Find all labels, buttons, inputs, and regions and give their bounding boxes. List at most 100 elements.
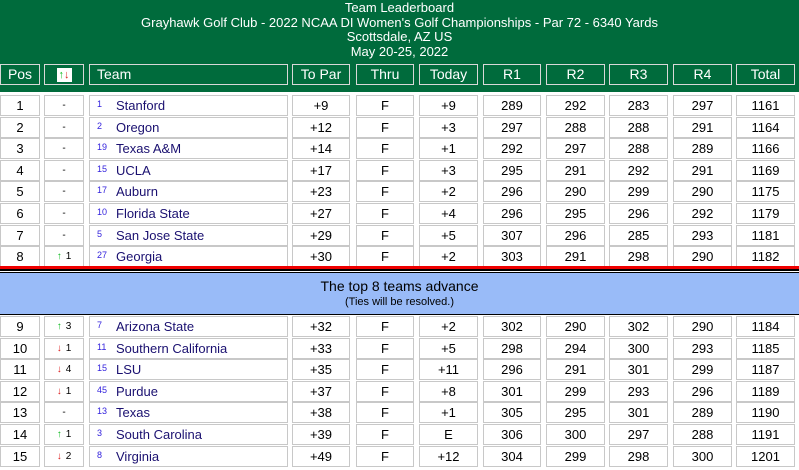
team-cell[interactable]: 17 Auburn [89, 181, 288, 203]
r4-cell: 289 [673, 402, 732, 424]
team-cell[interactable]: 45 Purdue [89, 380, 288, 402]
header-subtitle: Grayhawk Golf Club - 2022 NCAA DI Women'… [141, 14, 658, 30]
total-cell: 1169 [736, 159, 795, 181]
movement-cell: - [44, 402, 84, 424]
today-cell: +12 [419, 445, 478, 467]
team-name-link[interactable]: South Carolina [116, 427, 202, 442]
team-cell[interactable]: 10 Florida State [89, 203, 288, 224]
col-r1[interactable]: R1 [483, 64, 541, 85]
today-cell: +2 [419, 181, 478, 203]
movement-value: - [62, 407, 66, 419]
movement-cell: ↓ 4 [44, 359, 84, 381]
table-row[interactable]: 9 ↑ 3 7 Arizona State +32 F +2 302 290 302 290 118… [0, 316, 799, 337]
col-r2[interactable]: R2 [546, 64, 605, 85]
team-cell[interactable]: 15 LSU [89, 359, 288, 381]
team-name-link[interactable]: Texas A&M [116, 141, 182, 157]
table-row[interactable]: 3 - 19 Texas A&M +14 F +1 292 297 288 289 1166 [0, 138, 799, 160]
today-cell: +2 [419, 246, 478, 268]
today-cell: +5 [419, 337, 478, 359]
arrow-up-icon: ↑ [56, 321, 62, 332]
r3-cell: 288 [609, 138, 668, 160]
team-cell[interactable]: 19 Texas A&M [89, 138, 288, 160]
topar-cell: +35 [292, 359, 350, 381]
r2-cell: 288 [546, 116, 605, 138]
thru-cell: F [356, 181, 414, 203]
pos-cell: 7 [0, 224, 40, 246]
team-name-link[interactable]: LSU [116, 362, 142, 378]
col-today[interactable]: Today [419, 64, 478, 85]
topar-cell: +37 [292, 380, 350, 402]
team-cell[interactable]: 13 Texas [89, 402, 288, 424]
table-row[interactable]: 14 ↑ 1 3 South Carolina +39 F E 306 300 297 288 11… [0, 424, 799, 445]
r2-cell: 295 [546, 402, 605, 424]
col-topar[interactable]: To Par [292, 64, 350, 85]
col-total[interactable]: Total [736, 64, 795, 85]
movement-value: - [62, 164, 66, 176]
col-r4[interactable]: R4 [673, 64, 732, 85]
pos-cell: 4 [0, 159, 40, 181]
r4-cell: 293 [673, 224, 732, 246]
team-cell[interactable]: 3 South Carolina [89, 424, 288, 445]
col-thru[interactable]: Thru [356, 64, 414, 85]
table-row[interactable]: 5 - 17 Auburn +23 F +2 296 290 299 290 1175 [0, 181, 799, 203]
team-name-link[interactable]: UCLA [116, 162, 151, 178]
team-name-link[interactable]: Purdue [116, 383, 158, 399]
table-row[interactable]: 6 - 10 Florida State +27 F +4 296 295 296 292 117… [0, 203, 799, 224]
team-cell[interactable]: 8 Virginia [89, 445, 288, 467]
team-cell[interactable]: 11 Southern California [89, 337, 288, 359]
team-cell[interactable]: 1 Stanford [89, 95, 288, 116]
team-cell[interactable]: 15 UCLA [89, 159, 288, 181]
pos-cell: 2 [0, 116, 40, 138]
r4-cell: 290 [673, 181, 732, 203]
table-row[interactable]: 2 - 2 Oregon +12 F +3 297 288 288 291 1164 [0, 116, 799, 138]
thru-cell: F [356, 424, 414, 445]
team-cell[interactable]: 27 Georgia [89, 246, 288, 268]
team-name-link[interactable]: Auburn [116, 184, 158, 200]
table-row[interactable]: 15 ↓ 2 8 Virginia +49 F +12 304 299 298 300 1201 [0, 445, 799, 467]
team-name-link[interactable]: Southern California [116, 340, 228, 356]
r1-cell: 296 [483, 203, 541, 224]
table-row[interactable]: 10 ↓ 1 11 Southern California +33 F +5 298 294 3… [0, 337, 799, 359]
header-dates: May 20-25, 2022 [350, 43, 449, 59]
col-r3[interactable]: R3 [609, 64, 668, 85]
r4-cell: 291 [673, 159, 732, 181]
r4-cell: 290 [673, 246, 732, 268]
team-cell[interactable]: 7 Arizona State [89, 316, 288, 337]
team-name-link[interactable]: Stanford [116, 98, 166, 113]
team-name-link[interactable]: Arizona State [116, 319, 195, 334]
team-name-link[interactable]: San Jose State [116, 227, 205, 243]
team-name-link[interactable]: Texas [116, 405, 150, 421]
table-row[interactable]: 8 ↑ 1 27 Georgia +30 F +2 303 291 298 290 1182 [0, 246, 799, 268]
col-pos[interactable]: Pos [0, 64, 40, 85]
topar-cell: +39 [292, 424, 350, 445]
movement-cell: - [44, 203, 84, 224]
table-row[interactable]: 1 - 1 Stanford +9 F +9 289 292 283 297 1161 [0, 95, 799, 116]
col-movement[interactable]: ↑↓ [44, 64, 84, 85]
r3-cell: 292 [609, 159, 668, 181]
seed: 3 [97, 428, 103, 438]
thru-cell: F [356, 337, 414, 359]
today-cell: +3 [419, 116, 478, 138]
table-row[interactable]: 12 ↓ 1 45 Purdue +37 F +8 301 299 293 296 1189 [0, 380, 799, 402]
col-team[interactable]: Team [89, 64, 288, 85]
seed: 45 [97, 384, 108, 395]
total-cell: 1187 [736, 359, 795, 381]
thru-cell: F [356, 95, 414, 116]
team-name-link[interactable]: Georgia [116, 249, 163, 265]
seed: 5 [97, 228, 103, 239]
table-row[interactable]: 13 - 13 Texas +38 F +1 305 295 301 289 1190 [0, 402, 799, 424]
team-name-link[interactable]: Florida State [116, 206, 190, 221]
total-cell: 1201 [736, 445, 795, 467]
table-row[interactable]: 11 ↓ 4 15 LSU +35 F +11 296 291 301 299 1187 [0, 359, 799, 381]
team-cell[interactable]: 2 Oregon [89, 116, 288, 138]
table-row[interactable]: 4 - 15 UCLA +17 F +3 295 291 292 291 1169 [0, 159, 799, 181]
table-row[interactable]: 7 - 5 San Jose State +29 F +5 307 296 285 293 118… [0, 224, 799, 246]
r2-cell: 290 [546, 316, 605, 337]
today-cell: +5 [419, 224, 478, 246]
team-name-link[interactable]: Virginia [116, 448, 160, 464]
movement-value: 4 [65, 364, 72, 376]
movement-value: - [62, 143, 66, 155]
r1-cell: 304 [483, 445, 541, 467]
team-name-link[interactable]: Oregon [116, 119, 160, 135]
team-cell[interactable]: 5 San Jose State [89, 224, 288, 246]
